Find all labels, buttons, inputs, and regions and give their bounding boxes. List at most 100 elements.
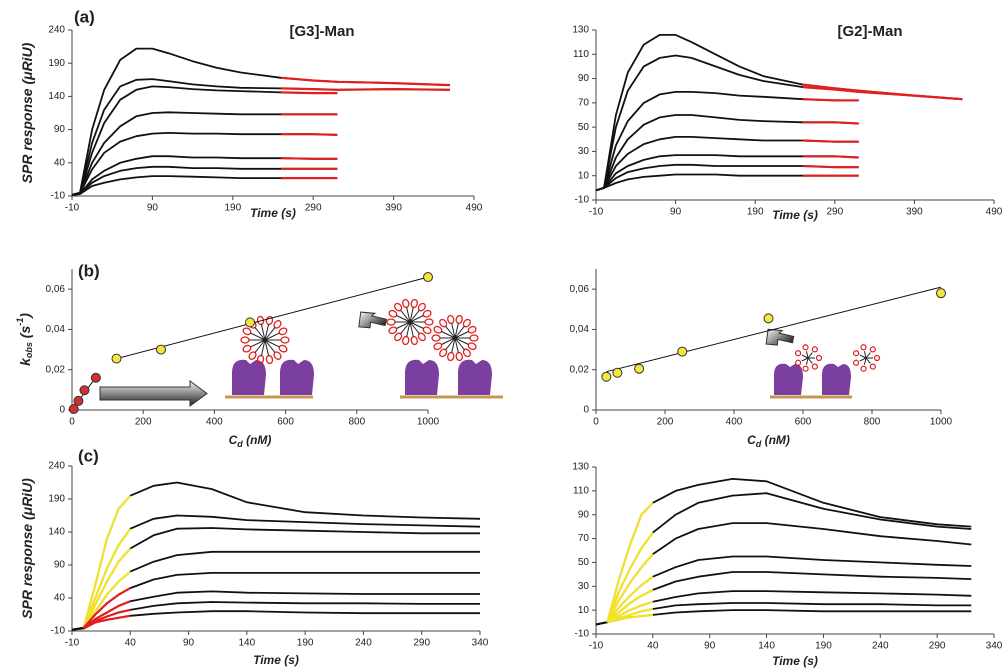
label-part: k — [17, 357, 33, 366]
label-part: d — [756, 439, 762, 449]
response-curve — [82, 494, 132, 628]
y-tick-label: 40 — [54, 593, 66, 604]
response-curve — [71, 527, 480, 631]
dendrimer-arm — [454, 331, 469, 339]
mannose-loop — [240, 336, 250, 344]
illustration-right — [765, 328, 852, 399]
response-curve — [280, 91, 338, 95]
response-curve — [595, 154, 859, 192]
y-tick-label: -10 — [51, 191, 66, 202]
x-tick-label: 190 — [224, 203, 241, 214]
response-curve — [71, 610, 480, 631]
dendrimer-arm — [400, 321, 411, 335]
mannose-loop — [388, 309, 398, 318]
y-tick-label: -10 — [51, 626, 66, 637]
response-curve — [802, 139, 859, 143]
response-curve — [595, 163, 859, 192]
response-curve — [71, 165, 338, 196]
dendrimer-arm — [406, 307, 411, 323]
response-curve — [71, 550, 480, 631]
dendrimer-arm — [260, 324, 266, 341]
dendrimer-arm — [396, 321, 411, 329]
response-curve — [82, 570, 132, 629]
x-tick-label: 1000 — [417, 417, 440, 428]
dendrimer-arm — [409, 315, 424, 323]
dendrimer-arm — [250, 332, 266, 341]
response-curve — [71, 85, 338, 196]
mannose-loop — [248, 351, 257, 360]
y-tick-label: 240 — [48, 461, 65, 472]
dendrimer-arm — [264, 327, 276, 341]
dendrimer-arm — [445, 325, 456, 339]
y-axis-label: SPR response (μRiU) — [19, 42, 35, 183]
label-part: SPR response (μRiU) — [19, 42, 35, 183]
dendrimer-arm — [801, 354, 809, 359]
x-tick-label: 400 — [206, 417, 223, 428]
response-curve — [803, 155, 859, 159]
dendrimer-arm — [454, 325, 465, 339]
panel-label: (b) — [78, 261, 100, 280]
response-curve — [71, 175, 338, 196]
data-point — [763, 313, 774, 324]
mannose-loop — [447, 314, 455, 325]
mannose-loop — [852, 359, 860, 366]
mannose-loop — [794, 359, 802, 366]
x-tick-label: 600 — [277, 417, 294, 428]
mannose-loop — [402, 335, 410, 346]
response-curve — [82, 587, 131, 629]
dendrimer-arm — [801, 357, 809, 362]
mannose-loop — [467, 325, 477, 334]
response-curve — [595, 609, 972, 626]
mannose-loop — [447, 351, 455, 362]
response-curve — [71, 155, 338, 196]
y-tick-label: 240 — [48, 25, 65, 36]
response-curve — [606, 531, 654, 623]
x-tick-label: 90 — [147, 203, 159, 214]
label-part: (nM) — [761, 433, 790, 447]
response-curve — [607, 613, 654, 624]
y-tick-label: 190 — [48, 58, 65, 69]
label-part: d — [237, 439, 243, 449]
label-part: Time (s) — [250, 206, 296, 220]
mannose-loop — [860, 365, 867, 372]
label-part: C — [747, 433, 756, 447]
dendrimer — [852, 344, 881, 372]
mannose-loop — [811, 363, 818, 370]
response-curve — [803, 121, 859, 125]
y-tick-label: 50 — [578, 122, 590, 133]
mannose-loop — [433, 325, 443, 334]
label-part: C — [229, 433, 238, 447]
response-curve — [595, 114, 859, 192]
x-axis-label: Cd (nM) — [229, 433, 272, 449]
dendrimer-arm — [406, 321, 411, 337]
response-curve — [83, 600, 131, 630]
data-point — [423, 272, 433, 283]
x-tick-label: 400 — [726, 417, 743, 428]
data-point — [677, 346, 688, 357]
response-curve — [595, 571, 972, 626]
dendrimer-arm — [264, 339, 270, 356]
mannose-loop — [278, 327, 288, 336]
x-tick-label: 240 — [872, 641, 889, 652]
x-axis-label: Time (s) — [772, 208, 818, 222]
label-part: Time (s) — [253, 653, 299, 667]
response-curve — [71, 132, 338, 196]
x-tick-label: 240 — [355, 638, 372, 649]
x-tick-label: 800 — [864, 417, 881, 428]
response-curve — [802, 98, 859, 102]
y-tick-label: 140 — [48, 527, 65, 538]
response-curve — [606, 600, 654, 624]
mannose-loop — [402, 298, 410, 309]
x-tick-label: 0 — [69, 417, 75, 428]
y-tick-label: 10 — [578, 605, 590, 616]
response-curve — [595, 91, 859, 192]
mannose-loop — [386, 318, 396, 326]
y-tick-label: 130 — [572, 25, 589, 36]
dendrimer-arm — [805, 351, 809, 359]
mannose-loop — [794, 350, 802, 357]
x-axis-label: Time (s) — [772, 654, 818, 668]
x-axis-label: Time (s) — [253, 653, 299, 667]
dendrimer-arm — [400, 309, 411, 323]
dendrimer-arm — [445, 337, 456, 351]
response-curve — [83, 614, 131, 630]
